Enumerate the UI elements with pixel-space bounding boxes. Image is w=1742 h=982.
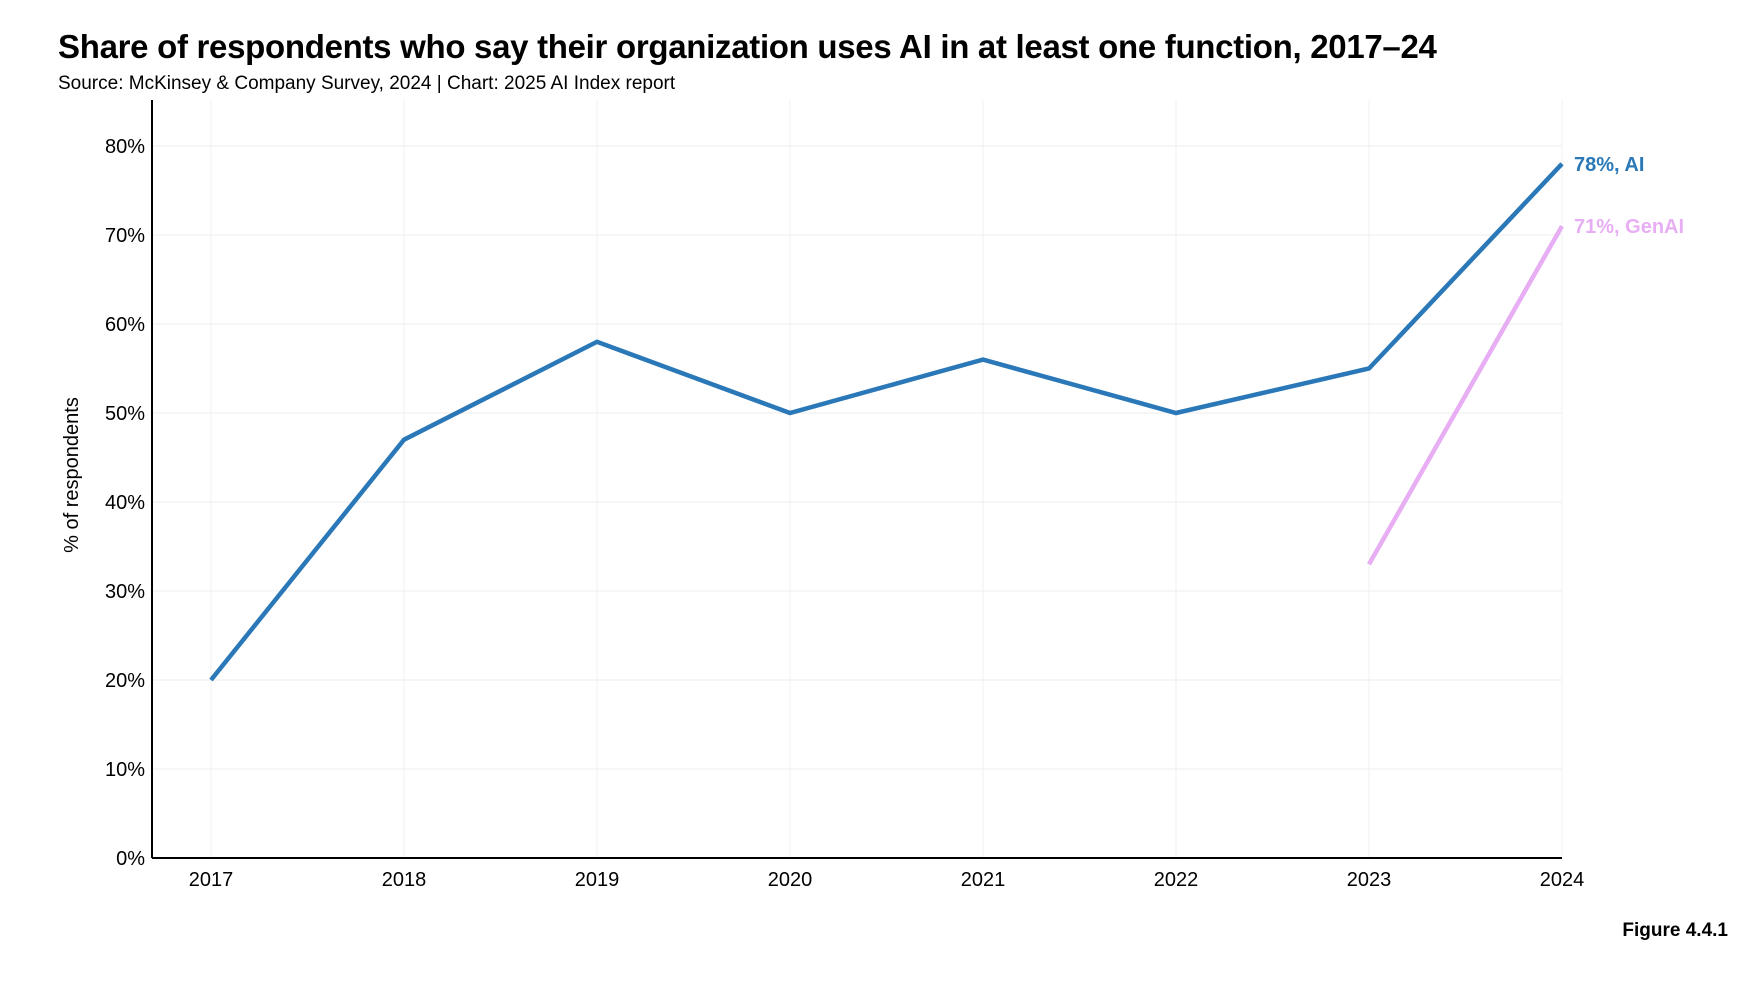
y-tick-label: 40% xyxy=(105,492,145,514)
series-line-genai xyxy=(1367,224,1564,566)
y-tick-label: 10% xyxy=(105,759,145,781)
x-tick-label: 2017 xyxy=(189,869,234,891)
series-end-labels: 78%, AI 71%, GenAI xyxy=(1574,154,1684,238)
chart-subtitle: Source: McKinsey & Company Survey, 2024 … xyxy=(58,73,676,94)
x-tick-label: 2024 xyxy=(1540,869,1585,891)
end-label-ai: 78%, AI xyxy=(1574,154,1644,176)
grid-lines xyxy=(152,100,1563,858)
chart-title: Share of respondents who say their organ… xyxy=(58,28,1437,65)
y-axis-title: % of respondents xyxy=(61,397,83,553)
y-tick-label: 30% xyxy=(105,581,145,603)
figure-label: Figure 4.4.1 xyxy=(1622,920,1728,941)
y-tick-label: 60% xyxy=(105,314,145,336)
x-tick-label: 2023 xyxy=(1347,869,1392,891)
end-label-genai: 71%, GenAI xyxy=(1574,216,1684,238)
x-tick-label: 2020 xyxy=(768,869,813,891)
y-tick-label: 0% xyxy=(116,848,145,870)
x-tick-label: 2018 xyxy=(382,869,427,891)
y-tick-label: 80% xyxy=(105,136,145,158)
axes: 0% 10% 20% 30% 40% 50% 60% 70% 80% 2017 2018 2019 20… xyxy=(61,100,1584,891)
x-tick-label: 2019 xyxy=(575,869,620,891)
series-line-ai xyxy=(209,162,1564,682)
y-tick-label: 20% xyxy=(105,670,145,692)
y-tick-label: 70% xyxy=(105,225,145,247)
y-tick-label: 50% xyxy=(105,403,145,425)
x-tick-label: 2021 xyxy=(961,869,1006,891)
series-lines xyxy=(209,162,1564,682)
x-tick-label: 2022 xyxy=(1154,869,1199,891)
